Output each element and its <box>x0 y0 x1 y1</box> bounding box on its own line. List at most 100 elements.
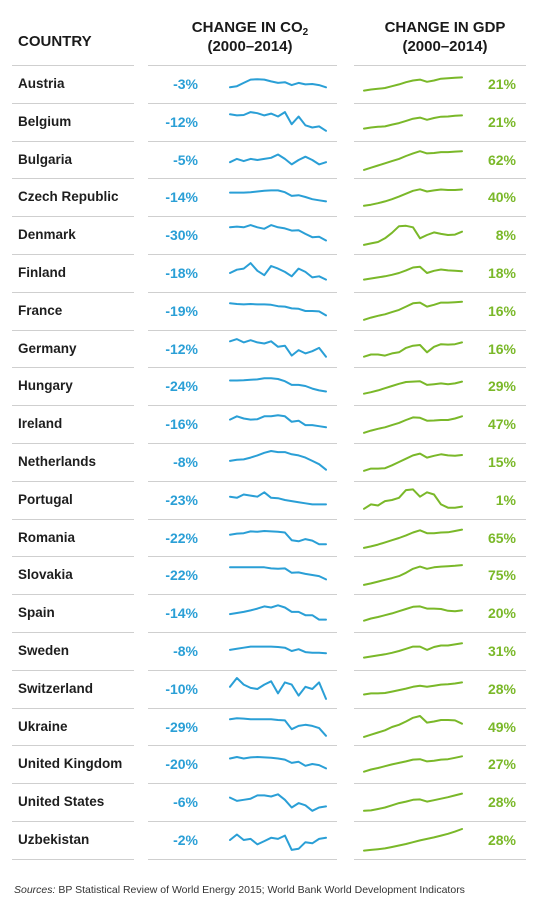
row-divider <box>148 518 337 520</box>
co2-sparkline-line <box>229 224 327 242</box>
gdp-sparkline-line <box>363 300 463 321</box>
gdp-sparkline-line <box>363 149 463 171</box>
row-divider <box>12 102 134 104</box>
country-name: Germany <box>18 340 77 356</box>
gdp-change-value: 1% <box>495 491 516 508</box>
row-divider <box>12 821 134 822</box>
row-divider <box>12 518 134 520</box>
co2-change-value: -12% <box>165 340 198 357</box>
gdp-sparkline <box>363 452 463 472</box>
co2-sparkline <box>229 793 327 812</box>
row-divider <box>354 443 526 444</box>
row-divider <box>148 783 337 785</box>
gdp-sparkline <box>363 76 463 92</box>
co2-sparkline <box>229 414 327 429</box>
gdp-sparkline <box>363 488 463 510</box>
source-note: Sources: BP Statistical Review of World … <box>14 884 465 896</box>
co2-sparkline-line <box>229 833 327 851</box>
row-divider <box>354 707 526 709</box>
co2-change-value: -3% <box>173 75 198 92</box>
gdp-sparkline-line <box>363 792 463 812</box>
row-divider <box>12 669 134 671</box>
gdp-sparkline <box>363 827 463 852</box>
country-name: Uzbekistan <box>18 831 90 847</box>
row-divider <box>354 65 526 66</box>
row-divider <box>12 443 134 444</box>
gdp-sparkline <box>363 415 463 434</box>
header-gdp-period: (2000–2014) <box>402 38 488 55</box>
row-divider <box>354 216 526 218</box>
country-name: Romania <box>18 529 76 545</box>
row-divider <box>12 329 134 331</box>
gdp-change-value: 49% <box>487 718 516 735</box>
country-name: Netherlands <box>18 453 97 469</box>
co2-sparkline-line <box>229 645 327 655</box>
row-divider <box>12 178 134 180</box>
row-divider <box>12 216 134 218</box>
row-divider <box>148 102 337 104</box>
gdp-sparkline-line <box>363 415 463 434</box>
gdp-sparkline <box>363 714 463 738</box>
row-divider <box>354 745 526 747</box>
row-divider <box>148 821 337 822</box>
row-divider <box>354 102 526 104</box>
co2-sparkline-line <box>229 604 327 621</box>
row-divider <box>354 783 526 785</box>
row-divider <box>148 594 337 596</box>
row-divider <box>148 745 337 747</box>
row-divider <box>12 367 134 369</box>
co2-sparkline-line <box>229 377 327 393</box>
co2-sparkline <box>229 189 327 203</box>
country-name: Spain <box>18 605 55 621</box>
row-divider <box>354 669 526 671</box>
co2-sparkline <box>229 490 327 506</box>
row-divider <box>148 632 337 633</box>
row-divider <box>12 707 134 709</box>
gdp-change-value: 28% <box>487 794 516 811</box>
country-name: Belgium <box>18 113 72 129</box>
header-gdp: CHANGE IN GDP (2000–2014) <box>355 18 535 56</box>
co2-sparkline-line <box>229 756 327 770</box>
gdp-sparkline <box>363 380 463 395</box>
co2-sparkline-line <box>229 676 327 700</box>
gdp-change-value: 15% <box>487 453 516 470</box>
co2-sparkline <box>229 833 327 851</box>
row-divider <box>354 821 526 822</box>
gdp-sparkline-line <box>363 564 463 587</box>
row-divider <box>148 480 337 482</box>
row-divider <box>148 329 337 331</box>
row-divider <box>12 632 134 633</box>
co2-change-value: -16% <box>165 416 198 433</box>
gdp-sparkline-line <box>363 340 463 358</box>
row-divider <box>148 443 337 444</box>
gdp-change-value: 8% <box>495 227 516 244</box>
co2-sparkline <box>229 224 327 242</box>
country-name: Austria <box>18 75 65 91</box>
co2-sparkline-line <box>229 793 327 812</box>
row-divider <box>354 254 526 255</box>
gdp-sparkline-line <box>363 488 463 510</box>
co2-change-value: -12% <box>165 113 198 130</box>
row-divider <box>354 291 526 293</box>
co2-sparkline <box>229 153 327 165</box>
row-divider <box>12 745 134 747</box>
co2-sparkline-line <box>229 153 327 165</box>
gdp-change-value: 75% <box>487 567 516 584</box>
row-divider <box>148 65 337 66</box>
row-divider <box>354 632 526 633</box>
co2-sparkline <box>229 449 327 471</box>
header-co2-period: (2000–2014) <box>207 38 293 55</box>
co2-sparkline <box>229 529 327 545</box>
row-divider <box>148 140 337 142</box>
co2-change-value: -14% <box>165 605 198 622</box>
gdp-sparkline <box>363 188 463 208</box>
header-co2-title: CHANGE IN CO2 <box>160 18 340 38</box>
co2-sparkline-line <box>229 449 327 471</box>
gdp-change-value: 27% <box>487 756 516 773</box>
co2-sparkline <box>229 337 327 358</box>
gdp-change-value: 29% <box>487 378 516 395</box>
co2-change-value: -2% <box>173 831 198 848</box>
gdp-sparkline-line <box>363 528 463 549</box>
gdp-sparkline-line <box>363 114 463 130</box>
gdp-sparkline <box>363 300 463 321</box>
